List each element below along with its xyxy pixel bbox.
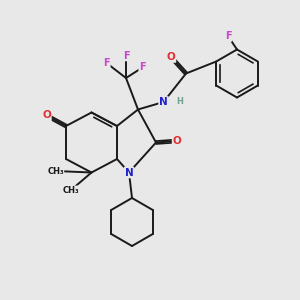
Text: F: F xyxy=(123,50,129,61)
Text: N: N xyxy=(124,167,134,178)
Text: O: O xyxy=(167,52,176,62)
Text: H: H xyxy=(177,98,183,106)
Text: CH₃: CH₃ xyxy=(62,186,79,195)
Text: N: N xyxy=(159,97,168,107)
Text: O: O xyxy=(172,136,182,146)
Text: O: O xyxy=(42,110,51,121)
Text: F: F xyxy=(103,58,110,68)
Text: CH₃: CH₃ xyxy=(47,167,64,176)
Text: F: F xyxy=(139,62,146,73)
Text: F: F xyxy=(225,31,231,41)
